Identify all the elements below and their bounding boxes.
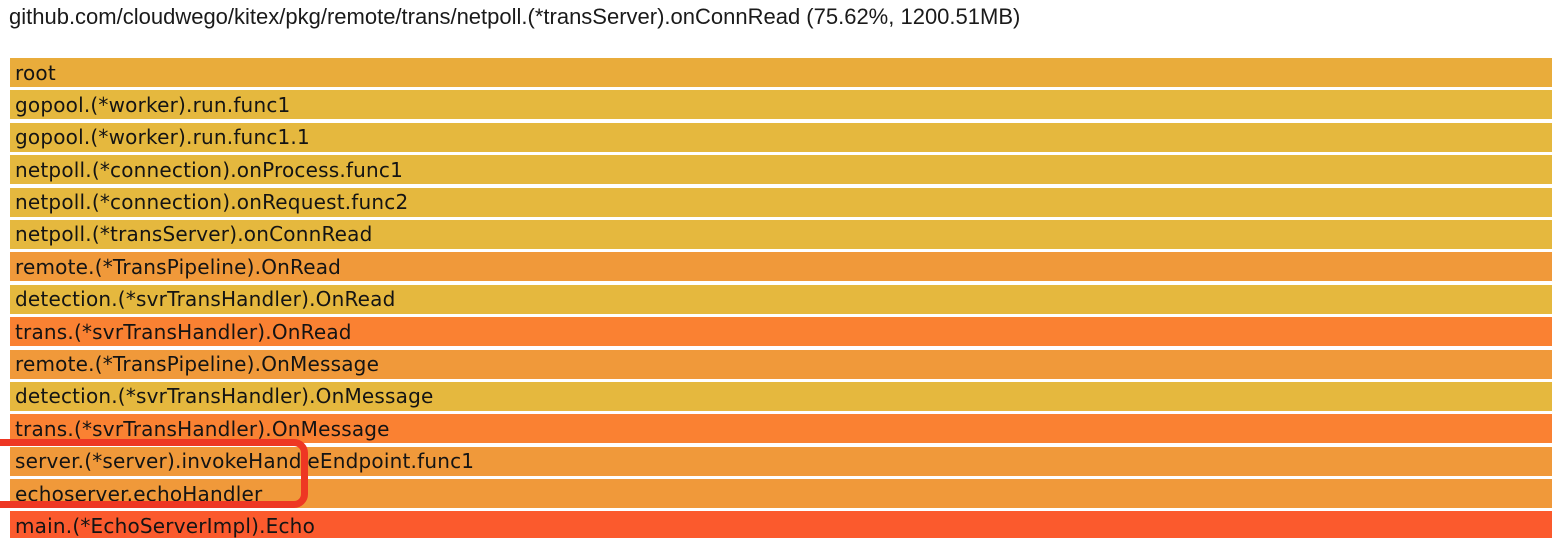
flame-bar[interactable]: echoserver.echoHandler (10, 479, 1552, 509)
flame-bar-label: trans.(*svrTransHandler).OnMessage (15, 416, 390, 441)
flame-bar-label: netpoll.(*connection).onProcess.func1 (15, 157, 404, 182)
flame-bar[interactable]: gopool.(*worker).run.func1 (10, 90, 1552, 120)
flame-bar[interactable]: server.(*server).invokeHandleEndpoint.fu… (10, 446, 1552, 476)
flame-graph-stack: root gopool.(*worker).run.func1 gopool.(*w… (10, 58, 1552, 538)
flame-bar[interactable]: gopool.(*worker).run.func1.1 (10, 122, 1552, 152)
flame-bar-label: main.(*EchoServerImpl).Echo (15, 513, 315, 538)
flame-bar-label: gopool.(*worker).run.func1 (15, 92, 291, 117)
flame-bar-label: gopool.(*worker).run.func1.1 (15, 125, 310, 150)
flame-bar-label: trans.(*svrTransHandler).OnRead (15, 319, 352, 344)
flame-bar[interactable]: netpoll.(*connection).onProcess.func1 (10, 155, 1552, 185)
flame-bar-label: root (15, 60, 56, 85)
flame-bar-label: netpoll.(*connection).onRequest.func2 (15, 190, 409, 215)
flame-bar[interactable]: detection.(*svrTransHandler).OnRead (10, 284, 1552, 314)
flame-bar-label: server.(*server).invokeHandleEndpoint.fu… (15, 449, 475, 474)
flame-bar[interactable]: trans.(*svrTransHandler).OnRead (10, 317, 1552, 347)
flame-bar[interactable]: main.(*EchoServerImpl).Echo (10, 511, 1552, 538)
selected-frame-title: github.com/cloudwego/kitex/pkg/remote/tr… (9, 4, 1021, 29)
flame-bar[interactable]: remote.(*TransPipeline).OnRead (10, 252, 1552, 282)
flame-bar[interactable]: netpoll.(*connection).onRequest.func2 (10, 187, 1552, 217)
flame-bar-label: netpoll.(*transServer).onConnRead (15, 222, 373, 247)
flame-bar[interactable]: remote.(*TransPipeline).OnMessage (10, 349, 1552, 379)
flame-bar[interactable]: trans.(*svrTransHandler).OnMessage (10, 414, 1552, 444)
flame-bar-label: echoserver.echoHandler (15, 481, 263, 506)
flame-bar[interactable]: detection.(*svrTransHandler).OnMessage (10, 381, 1552, 411)
flame-bar-label: remote.(*TransPipeline).OnMessage (15, 352, 380, 377)
flame-bar-label: remote.(*TransPipeline).OnRead (15, 254, 342, 279)
flame-bar-label: detection.(*svrTransHandler).OnMessage (15, 384, 434, 409)
flame-bar[interactable]: root (10, 58, 1552, 87)
flame-bar-label: detection.(*svrTransHandler).OnRead (15, 287, 396, 312)
flame-bar[interactable]: netpoll.(*transServer).onConnRead (10, 219, 1552, 249)
